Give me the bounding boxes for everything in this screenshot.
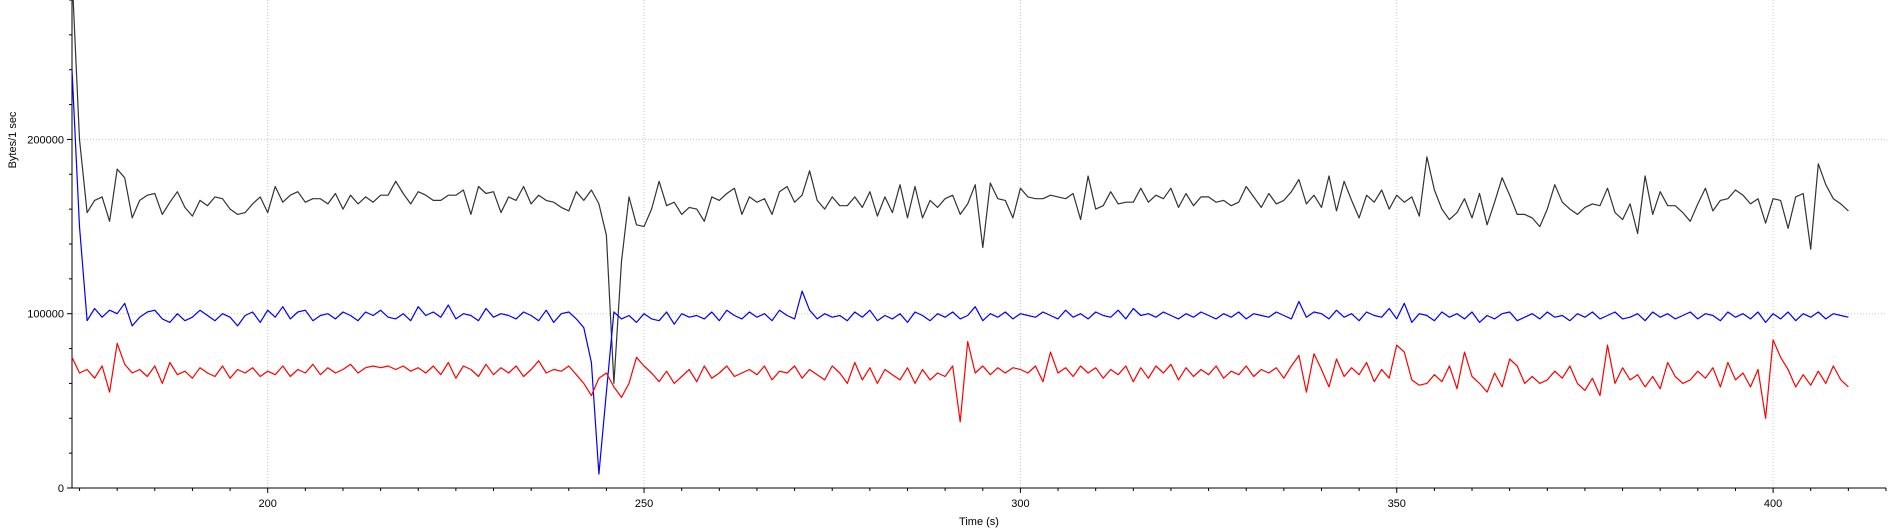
x-tick-label: 350 — [1388, 498, 1406, 510]
x-tick-label: 400 — [1764, 498, 1782, 510]
x-axis-title: Time (s) — [959, 516, 999, 528]
tick-labels: 200 250 300 350 400 0 100000 200000 — [27, 134, 1782, 510]
y-axis-title: Bytes/1 sec — [7, 111, 19, 168]
series-lines — [71, 0, 1849, 475]
series-line-2 — [71, 69, 1849, 475]
y-tick-label: 200000 — [27, 134, 64, 146]
x-tick-label: 300 — [1011, 498, 1029, 510]
x-tick-label: 200 — [259, 498, 277, 510]
y-tick-label: 0 — [58, 483, 64, 495]
tick-marks — [67, 0, 1887, 493]
y-tick-label: 100000 — [27, 309, 64, 321]
series-line-1 — [72, 0, 1849, 384]
series-line-3 — [71, 339, 1849, 423]
x-tick-label: 250 — [635, 498, 653, 510]
